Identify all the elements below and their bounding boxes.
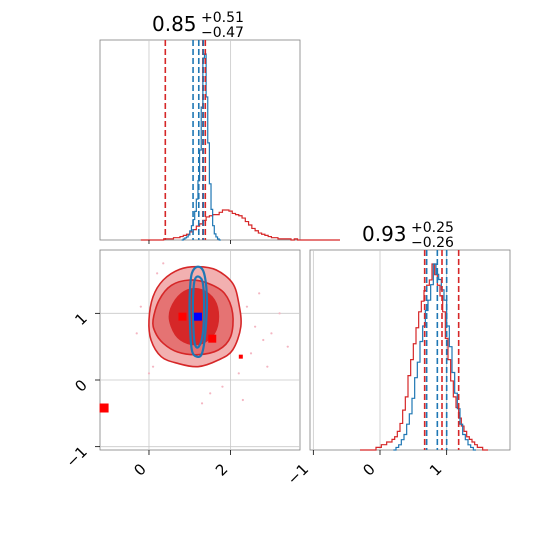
scatter-point	[241, 398, 244, 402]
marginal-param1-x-ticks: −1 0 1	[284, 450, 448, 488]
contour-blue-level	[188, 265, 209, 359]
scatter-point	[278, 312, 281, 315]
histogram-red	[140, 209, 340, 241]
scatter-point	[249, 352, 253, 355]
marker-square	[193, 312, 202, 321]
scatter-point	[135, 332, 138, 335]
scatter-point	[156, 272, 159, 275]
y-tick-label: −1	[62, 443, 90, 471]
histogram-blue	[393, 263, 476, 451]
scatter-point	[147, 372, 151, 375]
scatter-point	[139, 305, 142, 308]
x-tick-label: 0	[130, 460, 149, 479]
marginal-panel-param0: 0.85 +0.51 −0.47	[99, 10, 340, 244]
scatter-point	[151, 365, 155, 368]
title-value-param0: 0.85	[152, 12, 197, 36]
title-minus-param1: −0.26	[411, 235, 454, 251]
contour-blue-level	[191, 275, 206, 349]
marker-square	[238, 354, 243, 359]
scatter-point	[266, 365, 269, 368]
y-tick-label: 0	[71, 376, 90, 395]
scatter-point	[262, 338, 265, 342]
histogram-blue	[181, 53, 221, 241]
scatter-point	[200, 402, 204, 405]
title-value-param1: 0.93	[362, 222, 407, 246]
scatter-point	[270, 332, 273, 335]
title-plus-param0: +0.51	[201, 10, 244, 26]
marker-square	[99, 403, 109, 413]
scatter-point	[245, 305, 249, 308]
scatter-point	[221, 385, 224, 388]
joint-y-ticks: −1 0 1	[62, 309, 100, 471]
marginal-panel-param1: −1 0 1 0.93 +0.25 −0.26	[284, 220, 511, 488]
scatter-point	[162, 262, 165, 265]
scatter-point	[209, 392, 212, 395]
panel-frame-joint	[99, 249, 301, 451]
marginal-histograms-param1	[312, 250, 488, 451]
scatter-point	[254, 325, 257, 328]
scatter-point	[237, 372, 240, 375]
marginal-histograms-param0	[140, 40, 340, 244]
panel-frame-bottom-right	[309, 249, 511, 451]
scatter-point	[286, 345, 289, 348]
x-tick-label: 1	[426, 460, 445, 479]
joint-contours	[99, 250, 300, 450]
title-minus-param0: −0.47	[201, 25, 244, 41]
title-plus-param1: +0.25	[411, 220, 454, 236]
marker-square	[208, 334, 217, 343]
x-tick-label: 0	[359, 460, 378, 479]
panel-frame-top-left	[99, 39, 301, 241]
y-tick-label: 1	[71, 309, 90, 328]
scatter-point	[258, 292, 261, 295]
x-tick-label: −1	[284, 460, 312, 488]
x-tick-label: 2	[212, 460, 231, 479]
marker-square	[178, 312, 187, 321]
histogram-red	[360, 263, 488, 451]
